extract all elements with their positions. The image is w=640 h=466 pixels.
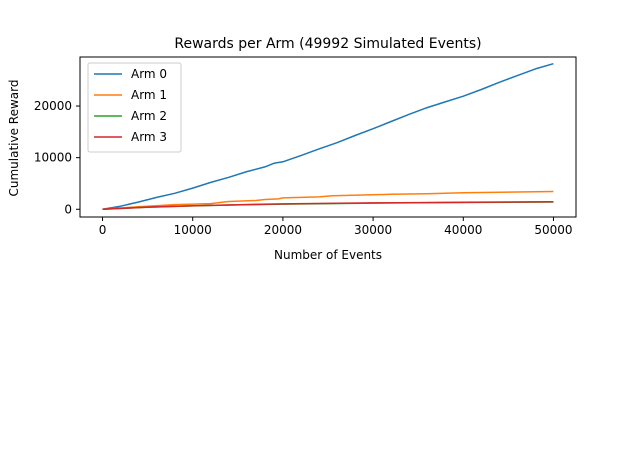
plot-frame: [79, 56, 577, 218]
x-axis-label: Number of Events: [274, 248, 382, 262]
x-tick-label: 20000: [264, 223, 302, 237]
x-tick-label: 30000: [354, 223, 392, 237]
series-line-arm-3: [102, 201, 554, 211]
plot-area: [102, 62, 554, 211]
legend-label-arm-0: Arm 0: [131, 67, 167, 81]
x-axis: 0 10000 20000 30000 40000 50000: [99, 217, 573, 237]
legend-label-arm-2: Arm 2: [131, 109, 167, 123]
legend-box: [87, 62, 182, 153]
x-tick-label: 40000: [444, 223, 482, 237]
y-tick-label: 20000: [34, 99, 72, 113]
x-tick-label: 10000: [174, 223, 212, 237]
legend-label-arm-1: Arm 1: [131, 88, 167, 102]
y-axis: 0 10000 20000: [34, 99, 80, 216]
legend-label-arm-3: Arm 3: [131, 130, 167, 144]
x-tick-label: 50000: [534, 223, 572, 237]
y-tick-label: 10000: [34, 151, 72, 165]
x-tick-label: 0: [99, 223, 107, 237]
y-axis-label: Cumulative Reward: [7, 80, 21, 197]
chart-title: Rewards per Arm (49992 Simulated Events): [174, 36, 481, 52]
series-line-arm-0: [102, 62, 554, 211]
y-tick-label: 0: [64, 202, 72, 216]
legend: Arm 0 Arm 1 Arm 2 Arm 3: [87, 62, 182, 153]
series-line-arm-1: [102, 190, 554, 211]
